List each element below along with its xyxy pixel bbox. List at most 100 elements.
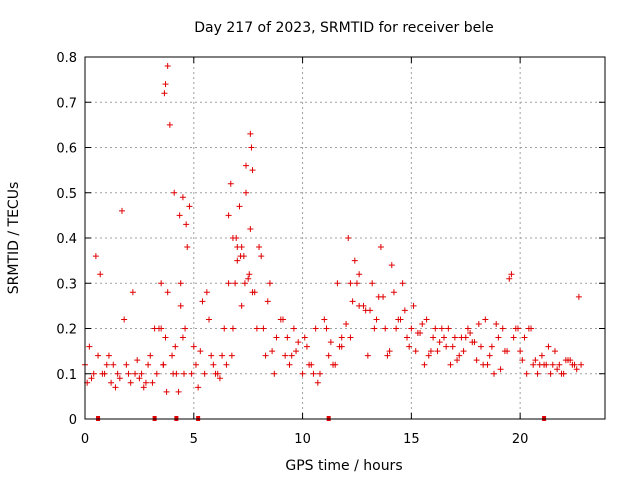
data-point [556,361,563,368]
data-point [506,275,513,282]
data-point [166,121,173,128]
data-point [125,370,132,377]
chart-title: Day 217 of 2023, SRMTID for receiver bel… [194,20,493,36]
data-point [325,352,332,359]
data-point [206,316,213,323]
data-point [97,271,104,278]
data-point [158,280,165,287]
y-tick-label: 0.3 [56,277,77,292]
data-point [199,298,206,305]
data-point [510,334,517,341]
y-axis-label: SRMTID / TECUs [6,182,22,295]
data-point [386,348,393,355]
data-point [105,352,112,359]
data-point [162,334,169,341]
y-tick-label: 0.4 [56,232,77,247]
data-point [519,357,526,364]
data-point [164,63,171,70]
data-point [501,348,508,355]
data-point [108,379,115,386]
data-point [118,207,125,214]
x-tick-label: 20 [512,432,529,447]
data-point [467,330,474,337]
data-point [171,189,178,196]
data-point [538,352,545,359]
data-point [256,244,263,251]
data-point [234,244,241,251]
data-point [299,370,306,377]
data-point [334,280,341,287]
data-point [90,370,97,377]
data-point [290,325,297,332]
data-point [451,334,458,341]
data-point [237,253,244,260]
data-point [182,325,189,332]
data-point [123,361,130,368]
data-point [541,361,548,368]
data-point [112,384,119,391]
data-point [179,194,186,201]
y-tick-label: 0.8 [56,51,77,66]
y-tick-label: 0.7 [56,96,77,111]
data-point [129,289,136,296]
data-point [221,325,228,332]
data-point [134,357,141,364]
data-point [162,81,169,88]
data-point [201,370,208,377]
y-tick-label: 0.5 [56,187,77,202]
data-point [172,343,179,350]
data-point [558,370,565,377]
data-point [197,348,204,355]
data-point [177,302,184,309]
data-point [351,257,358,264]
data-point [229,325,236,332]
data-point [293,348,300,355]
data-point [248,144,255,151]
data-point [284,334,291,341]
data-point [447,361,454,368]
data-point [497,366,504,373]
data-point [169,352,176,359]
data-point [349,298,356,305]
data-point [347,280,354,287]
data-point [438,325,445,332]
y-tick-label: 0 [69,413,77,428]
data-point [116,375,123,382]
data-point [192,361,199,368]
data-point [464,325,471,332]
data-point [364,352,371,359]
data-point [225,280,232,287]
data-point [488,343,495,350]
data-point [161,90,168,97]
data-point [443,343,450,350]
data-point [382,325,389,332]
data-point [345,235,352,241]
data-point [445,325,452,332]
data-point [136,375,143,382]
data-point [243,162,250,169]
data-point [110,361,117,368]
data-point [419,320,426,327]
data-point [232,280,239,287]
data-point [482,316,489,323]
data-point [95,352,102,359]
y-tick-label: 0.1 [56,368,77,383]
data-point [549,361,556,368]
data-point [475,320,482,327]
data-point [140,384,147,391]
data-point [425,352,432,359]
data-point [180,370,187,377]
data-point [414,330,421,337]
data-point [491,370,498,377]
grid [85,57,605,419]
data-point [316,370,323,377]
data-point [177,280,184,287]
data-point [262,352,269,359]
data-point [147,352,154,359]
data-point [249,167,256,174]
x-tick-label: 15 [403,432,420,447]
data-point [273,334,280,341]
data-point [175,388,182,395]
data-point [151,325,158,332]
data-point [295,339,302,346]
